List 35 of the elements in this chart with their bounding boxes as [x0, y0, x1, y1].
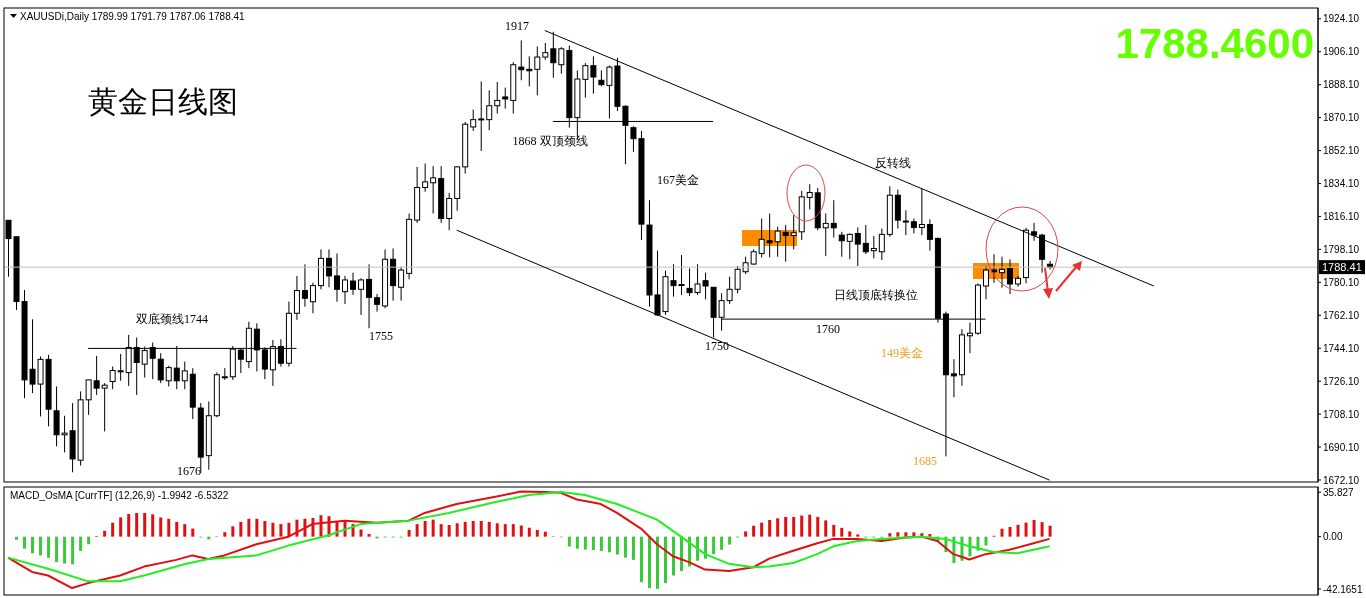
y-tick-label: 35.827: [1323, 486, 1355, 498]
ref-line-label: 1788.41: [1322, 261, 1362, 274]
text: 黄金日线图: [88, 85, 238, 118]
annotation: 1917: [505, 19, 529, 33]
annotation: 1760: [816, 322, 840, 336]
y-tick-label: 1744.10: [1323, 342, 1360, 354]
y-tick-label: 1762.10: [1323, 309, 1360, 321]
chart-title: MACD_OsMA [CurrTF] (12,26,9) -1.9942 -6.5322: [10, 490, 229, 501]
y-tick-label: 1708.10: [1323, 408, 1360, 420]
y-tick-label: 1924.10: [1323, 13, 1360, 25]
y-tick-label: 1780.10: [1323, 276, 1360, 288]
y-tick-label: 1906.10: [1323, 46, 1360, 58]
annotation: 149美金: [881, 346, 923, 360]
annotation: 1868 双顶颈线: [512, 134, 588, 148]
y-tick-label: 1852.10: [1323, 145, 1360, 157]
annotation: 1676: [177, 464, 201, 478]
annotation: 1755: [369, 329, 393, 343]
y-tick-label: 1870.10: [1323, 112, 1360, 124]
y-tick-label: 1672.10: [1323, 474, 1360, 486]
annotation: 1750: [705, 339, 729, 353]
y-tick-label: 1726.10: [1323, 375, 1360, 387]
annotation: 1685: [913, 454, 937, 468]
y-tick-label: 1798.10: [1323, 243, 1360, 255]
annotation: 167美金: [657, 173, 699, 187]
chart-title: XAUUSDi,Daily 1789.99 1791.79 1787.06 1788.41: [20, 11, 246, 22]
y-tick-label: -42.1651: [1323, 583, 1363, 595]
annotation: 反转线: [875, 156, 911, 170]
y-tick-label: 1690.10: [1323, 441, 1360, 453]
y-tick-label: 1816.10: [1323, 211, 1360, 222]
annotation: 双底颈线1744: [136, 312, 208, 326]
annotation: 日线顶底转换位: [834, 288, 918, 302]
y-tick-label: 0.00: [1323, 531, 1343, 543]
y-tick-label: 1888.10: [1323, 79, 1360, 91]
y-tick-label: 1834.10: [1323, 178, 1360, 190]
annotation: 1788.4600: [1115, 20, 1314, 67]
